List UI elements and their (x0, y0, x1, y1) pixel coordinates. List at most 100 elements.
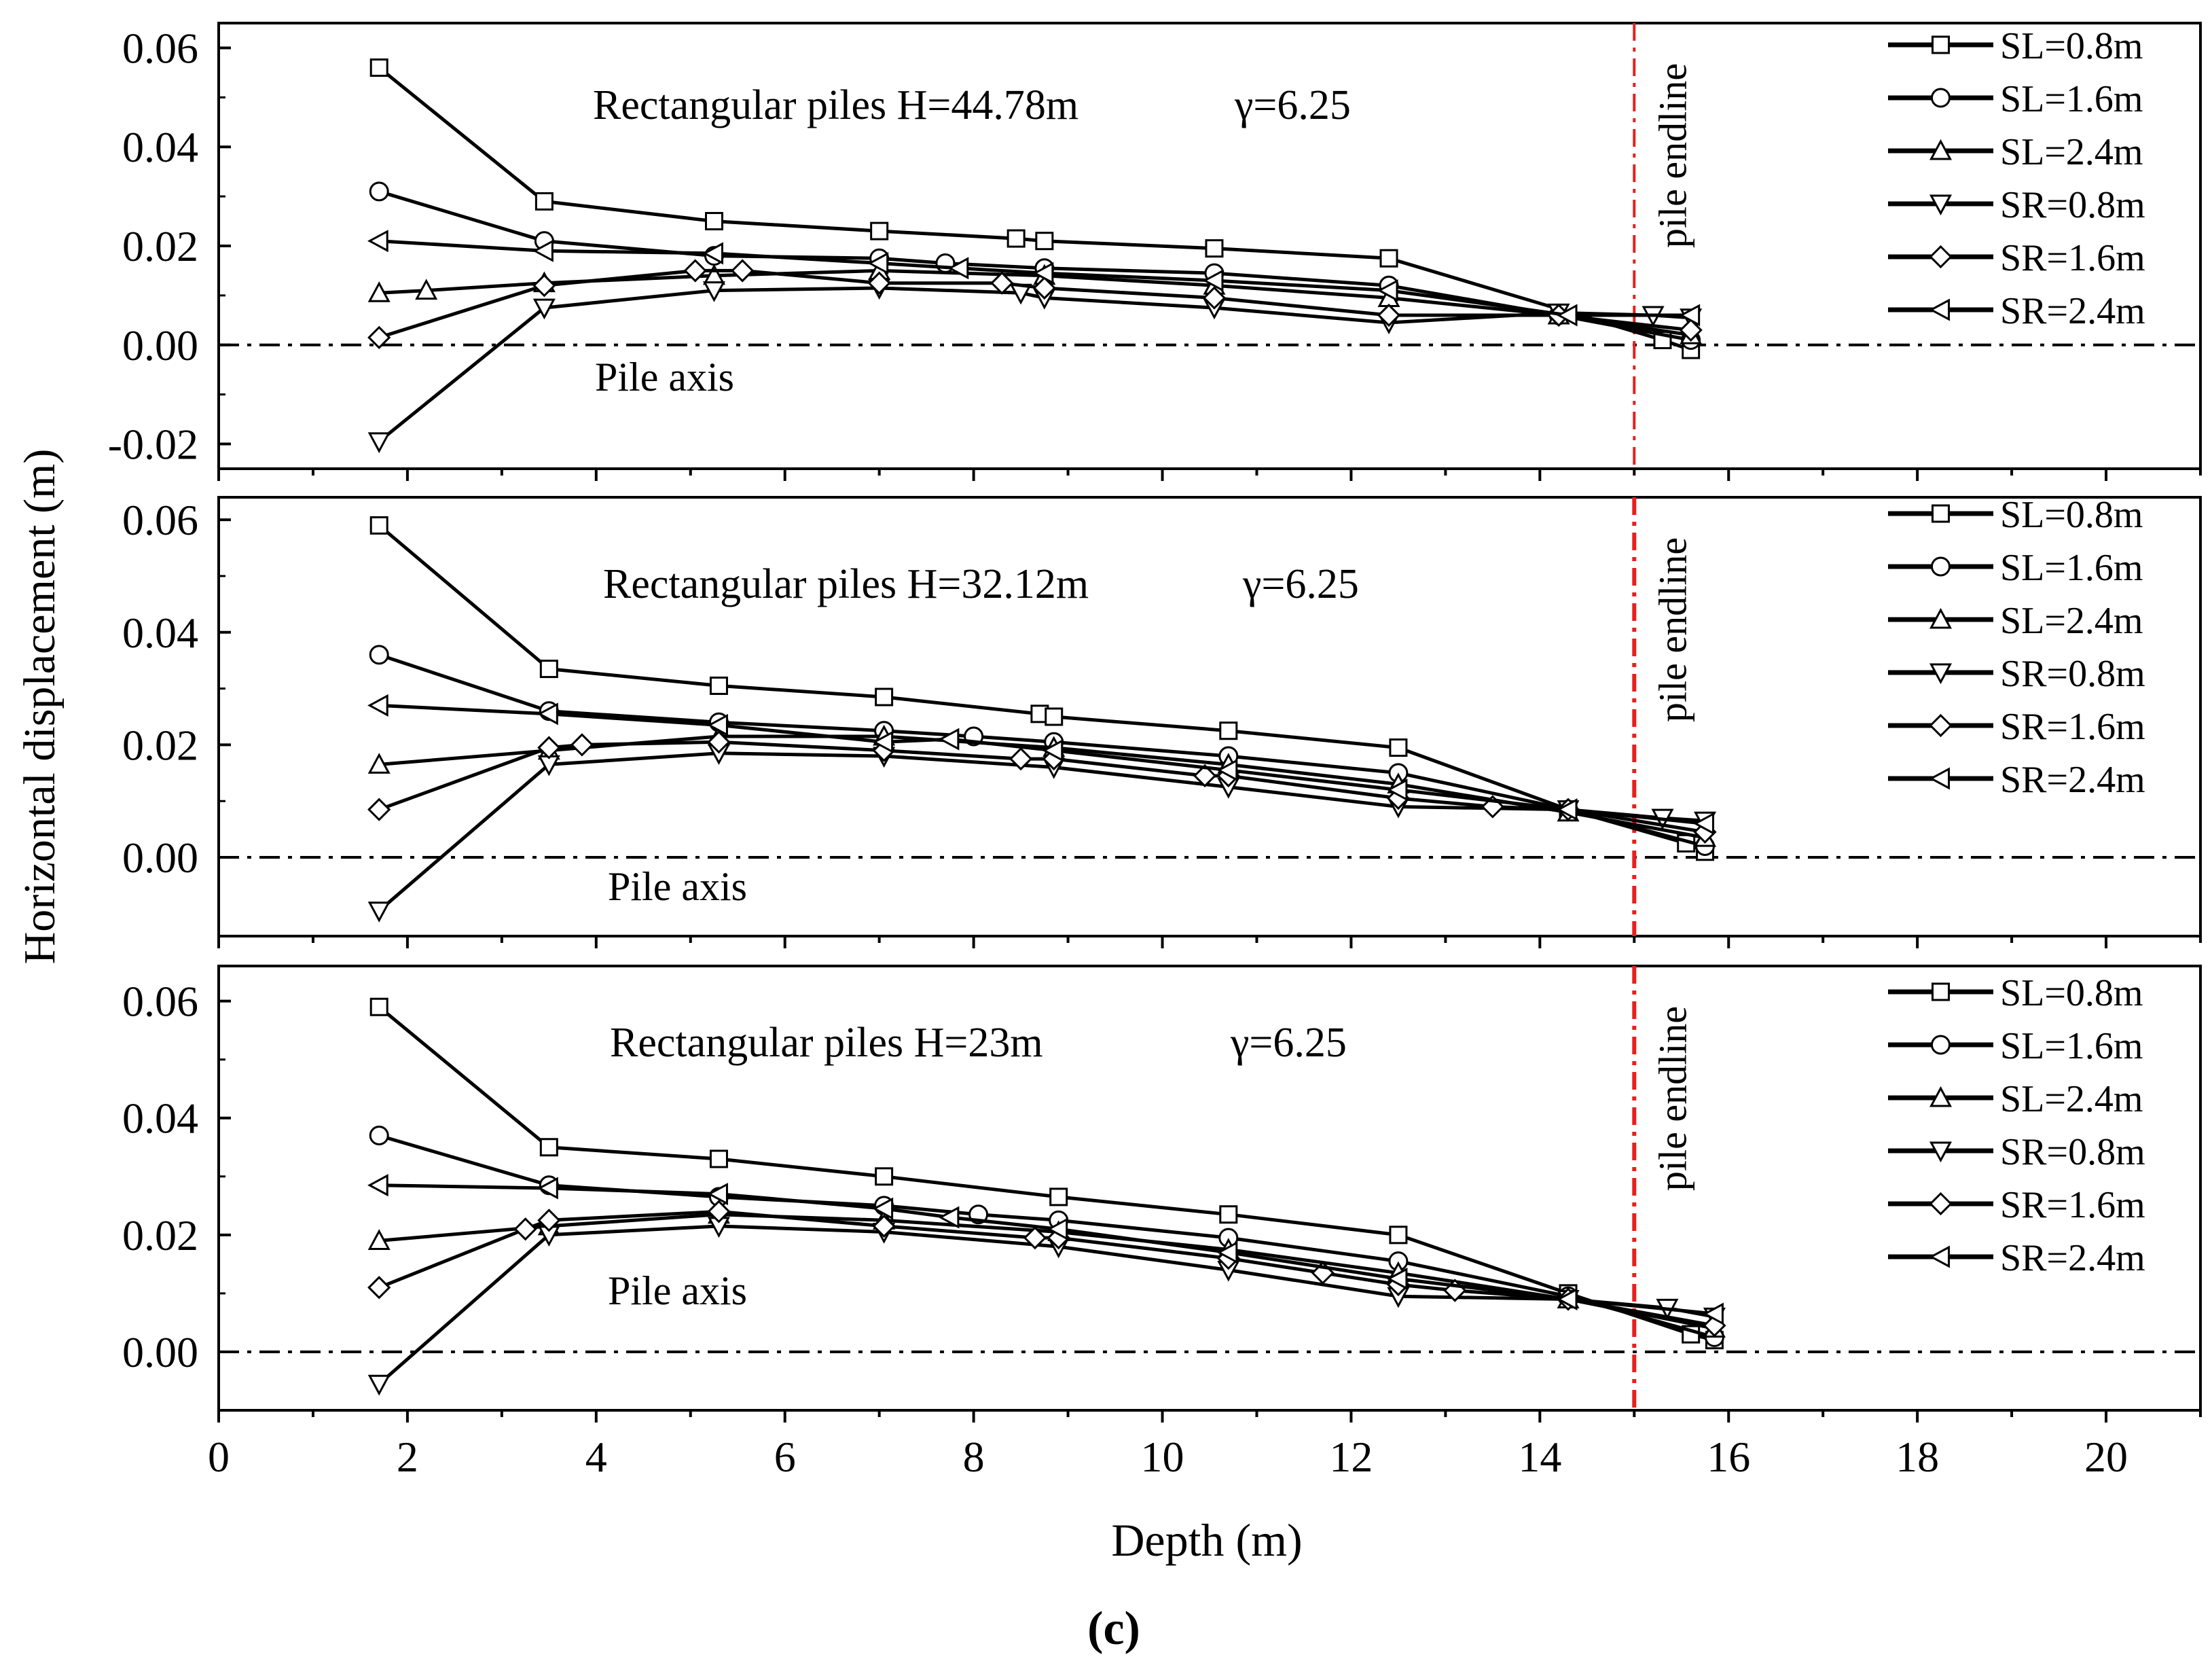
data-point (709, 676, 728, 695)
data-point (537, 736, 561, 759)
data-point (1045, 707, 1064, 726)
legend-label: SR=2.4m (2000, 290, 2145, 332)
data-point (1032, 262, 1054, 285)
legend-marker (1932, 982, 1950, 1001)
panel-1: 0.06 0.04 0.02 0.00 -0.02 Pile axis pile endli… (108, 22, 2202, 481)
legend-label: SR=2.4m (2000, 759, 2145, 801)
pile-endline-label: pile endline (1650, 537, 1694, 722)
legend-marker (1929, 767, 1950, 790)
x-tick-label: 16 (1707, 1433, 1750, 1481)
legend-marker (1929, 194, 1953, 216)
data-point (1389, 738, 1408, 757)
series-SR=1.6m (367, 259, 1703, 349)
data-point (1042, 739, 1064, 762)
panel-title: Rectangular piles H=44.78m (593, 82, 1078, 128)
data-point (532, 298, 556, 320)
data-point (367, 325, 391, 349)
data-point (707, 1183, 728, 1206)
data-point (867, 251, 889, 275)
data-point (532, 274, 556, 298)
x-tick-label: 8 (963, 1433, 985, 1481)
x-tick-label: 14 (1518, 1433, 1561, 1481)
data-point (369, 58, 388, 77)
legend-label: SL=1.6m (2000, 547, 2143, 589)
y-tick-label: 0.00 (122, 834, 198, 882)
data-point (707, 730, 731, 754)
data-point (1047, 1217, 1068, 1240)
data-point (367, 798, 391, 821)
legend-marker (1929, 1192, 1953, 1216)
legend-label: SR=0.8m (2000, 1131, 2145, 1173)
chart-panels: 0.06 0.04 0.02 0.00 -0.02 Pile axis pile endli… (108, 22, 2202, 1423)
data-point (1556, 304, 1578, 327)
data-point (1216, 1241, 1238, 1264)
data-point (683, 259, 707, 283)
x-tick-label: 10 (1141, 1433, 1184, 1481)
legend-label: SL=1.6m (2000, 78, 2143, 120)
series-line (378, 653, 1706, 848)
pile-endline-label: pile endline (1650, 1006, 1694, 1191)
data-point (1035, 232, 1054, 251)
data-point (872, 1197, 894, 1220)
legend-marker (1929, 245, 1953, 269)
x-axis-label: Depth (m) (1111, 1514, 1302, 1566)
legend-marker (1929, 663, 1953, 685)
series-SR=2.4m (367, 1174, 1724, 1325)
x-tick-label: 4 (585, 1433, 607, 1481)
legend-marker (1929, 1141, 1953, 1163)
y-tick-label: 0.06 (122, 496, 198, 544)
legend-label: SL=0.8m (2000, 25, 2143, 67)
legend-marker (1931, 88, 1951, 108)
legend-marker (1929, 713, 1953, 738)
data-point (1193, 764, 1217, 788)
pile-axis-label: Pile axis (608, 864, 747, 909)
y-tick-label: 0.06 (122, 978, 198, 1026)
data-point (570, 733, 594, 757)
legend-label: SR=0.8m (2000, 653, 2145, 695)
data-point (367, 1174, 388, 1197)
data-point (537, 1209, 561, 1232)
legend-marker (1929, 1245, 1950, 1268)
data-point (707, 713, 728, 736)
plot-frame (217, 965, 2202, 1412)
y-tick-label: 0.02 (122, 1211, 198, 1259)
panel-title: Rectangular piles H=32.12m (603, 561, 1089, 607)
legend-label: SL=2.4m (2000, 600, 2143, 642)
data-point (875, 1167, 894, 1186)
legend: SL=0.8m SL=1.6m SL=2.4m SR=0.8m SR=1.6m SR=2.… (1888, 25, 2145, 332)
legend-label: SL=2.4m (2000, 1078, 2143, 1120)
x-tick-label: 2 (397, 1433, 418, 1481)
legend-label: SL=1.6m (2000, 1025, 2143, 1067)
legend-marker (1929, 298, 1950, 321)
data-point (1216, 759, 1238, 782)
y-tick-label: 0.06 (122, 24, 198, 72)
data-point (539, 660, 558, 679)
data-point (709, 1149, 728, 1168)
legend-marker (1929, 1086, 1953, 1107)
y-axis-label: Horizontal displacement (m) (15, 449, 65, 965)
pile-axis-label: Pile axis (608, 1268, 747, 1313)
series-SR=2.4m (367, 230, 1701, 327)
data-point (1693, 812, 1714, 835)
data-point (369, 1126, 389, 1146)
data-point (537, 702, 558, 726)
panel-3: 0.06 0.04 0.02 0.00 Pile axis pile endline Rec… (122, 965, 2202, 1423)
legend-marker (1931, 1035, 1951, 1055)
data-point (1202, 286, 1227, 310)
legend-label: SR=2.4m (2000, 1237, 2145, 1279)
data-point (1009, 747, 1033, 771)
data-point (872, 730, 894, 753)
data-point (1007, 229, 1026, 248)
data-point (1556, 798, 1578, 821)
data-point (532, 239, 554, 262)
data-point (1377, 303, 1401, 327)
data-point (731, 259, 755, 283)
data-point (875, 687, 894, 707)
y-tick-label: 0.00 (122, 1328, 198, 1376)
data-point (367, 1229, 391, 1250)
data-point (369, 645, 389, 665)
data-point (1679, 304, 1701, 327)
data-point (1679, 318, 1703, 342)
plot-frame (217, 496, 2202, 937)
